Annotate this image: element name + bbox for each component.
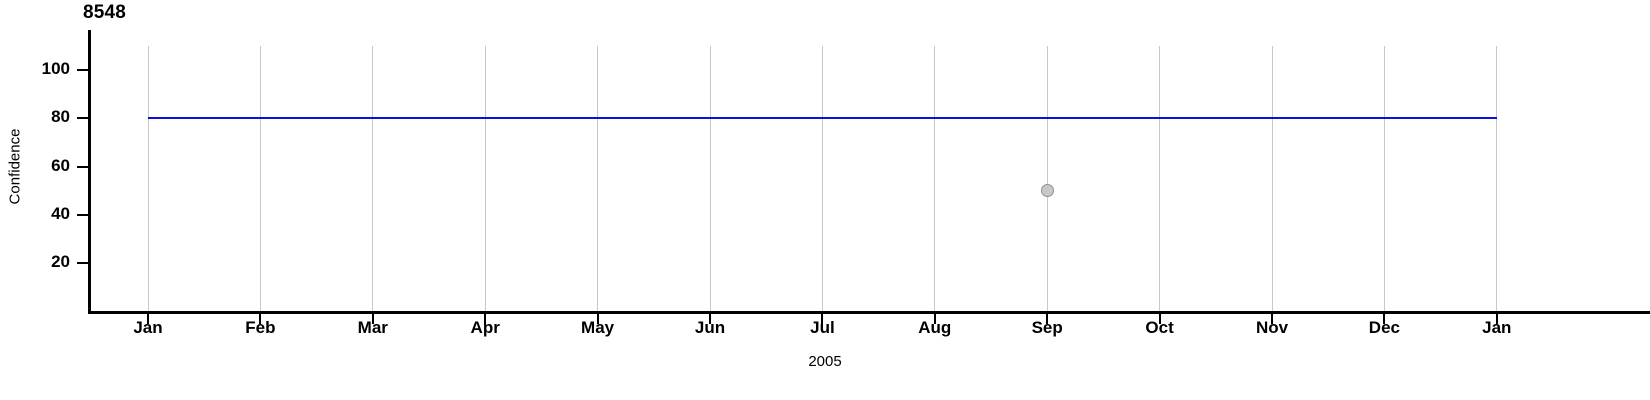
y-axis-tick-label: 100 — [41, 59, 70, 79]
gridline-vertical — [597, 46, 599, 312]
x-axis-tick-label: Sep — [1031, 318, 1063, 337]
x-axis-tick — [1158, 313, 1161, 324]
threshold-line — [148, 117, 1497, 120]
y-axis-tick-label: 20 — [51, 252, 70, 272]
x-axis-tick — [1383, 313, 1386, 324]
gridline-vertical — [147, 46, 149, 312]
gridline-vertical — [821, 46, 823, 312]
x-axis-tick — [371, 313, 374, 324]
x-axis-tick — [484, 313, 487, 324]
x-axis-tick-label: Jul — [810, 318, 835, 337]
y-axis-spine — [88, 30, 91, 313]
gridline-vertical — [372, 46, 374, 312]
x-axis-tick — [821, 313, 824, 324]
x-axis-tick — [147, 313, 149, 324]
gridline-vertical — [1046, 46, 1048, 312]
y-axis-tick — [77, 262, 88, 265]
x-axis-tick-label: Feb — [245, 318, 276, 337]
x-axis-title: 2005 — [808, 353, 842, 370]
x-axis-tick — [259, 313, 262, 324]
y-axis-tick — [77, 165, 88, 168]
chart-title: 8548 — [83, 2, 127, 23]
x-axis-tick-label: Jun — [694, 318, 726, 337]
y-axis-tick-label: 60 — [51, 155, 70, 175]
data-point-marker[interactable] — [1040, 184, 1054, 198]
x-axis-tick — [1271, 313, 1273, 324]
y-axis-tick-label: 40 — [51, 203, 70, 223]
y-axis-tick — [77, 213, 88, 216]
gridline-vertical — [1271, 46, 1273, 312]
gridline-vertical — [1496, 46, 1498, 312]
gridline-vertical — [709, 46, 711, 312]
x-axis-tick — [596, 313, 599, 324]
x-axis-tick-label: Nov — [1255, 318, 1289, 337]
gridline-vertical — [484, 46, 486, 312]
y-axis-tick — [77, 69, 88, 72]
x-axis-tick-label: Dec — [1368, 318, 1400, 337]
x-axis-spine — [88, 311, 1650, 314]
x-axis-tick-label: Jan — [1482, 318, 1512, 337]
x-axis-tick-label: Aug — [918, 318, 952, 337]
x-axis-tick — [933, 313, 936, 324]
gridline-vertical — [259, 46, 261, 312]
x-axis-tick-label: Jan — [133, 318, 163, 337]
x-axis-tick-label: Oct — [1145, 318, 1174, 337]
y-axis-tick-label: 80 — [51, 107, 70, 127]
x-axis-tick-label: Apr — [470, 318, 500, 337]
gridline-vertical — [1159, 46, 1161, 312]
x-axis-tick-label: May — [581, 318, 615, 337]
x-axis-tick — [1046, 313, 1049, 324]
x-axis-tick — [709, 313, 711, 324]
y-axis-tick — [77, 117, 88, 120]
gridline-vertical — [934, 46, 936, 312]
x-axis-tick — [1495, 313, 1498, 324]
gridline-vertical — [1383, 46, 1385, 312]
x-axis-tick-label: Mar — [357, 318, 388, 337]
